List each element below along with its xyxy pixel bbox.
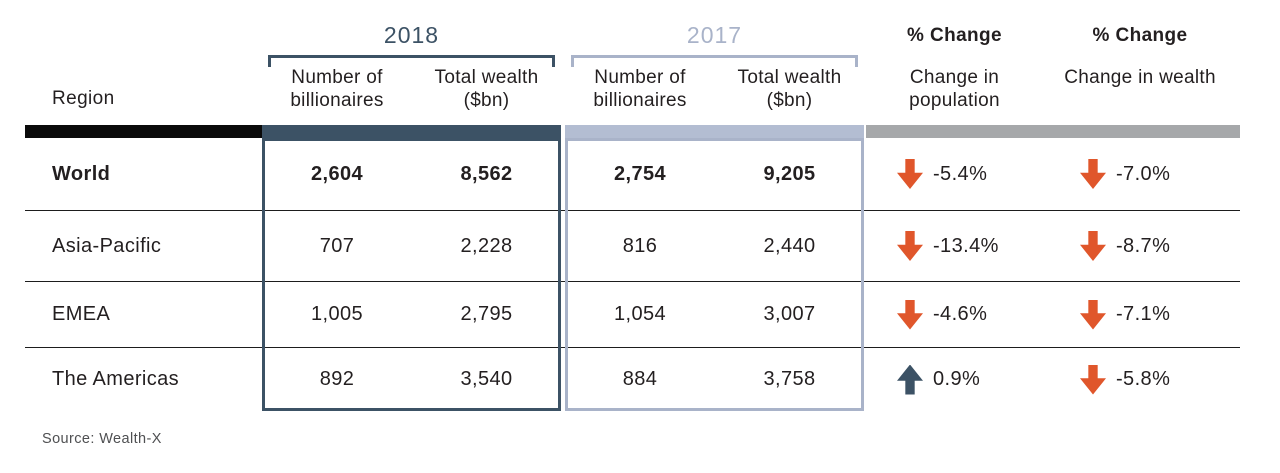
source-attribution: Source: Wealth-X (42, 431, 162, 447)
table-row-the-americas: The Americas 892 3,540 884 3,758 0.9% -5… (25, 348, 1240, 411)
population-change-subtitle: Change in population (909, 67, 1000, 111)
wealth-change-arrow-icon (1080, 159, 1106, 189)
population-change-arrow-icon (897, 231, 923, 261)
wealth-change-value: -5.8% (1116, 368, 1171, 390)
billionaires-2018-cell: 1,005 (310, 303, 364, 325)
bar-gap (561, 125, 565, 138)
region-cell: Asia-Pacific (52, 234, 162, 257)
population-change-title: % Change (906, 25, 1003, 46)
wealth-change-arrow-icon (1080, 231, 1106, 261)
table-row-asia-pacific: Asia-Pacific 707 2,228 816 2,440 -13.4% … (25, 211, 1240, 282)
wealth-2017-cell: 9,205 (763, 162, 816, 185)
header-color-bar (25, 125, 1240, 138)
wealth-change-arrow-icon (1080, 299, 1106, 330)
wealth-2018-cell: 8,562 (460, 162, 513, 185)
wealth-change-cell: -8.7% (1040, 211, 1240, 281)
population-change-value: -4.6% (933, 303, 988, 325)
wealth-change-cell: -5.8% (1040, 348, 1240, 411)
billionaire-wealth-table: Region 2018 2017 Number of billionaires … (25, 0, 1240, 473)
wealth-2017-cell: 3,007 (763, 303, 816, 325)
population-change-arrow-icon (897, 299, 923, 330)
billionaires-2017-cell: 2,754 (613, 162, 667, 185)
wealth-change-cell: -7.1% (1040, 282, 1240, 347)
billionaires-2018-cell: 707 (319, 234, 355, 257)
header-billionaires-2018: Number of billionaires (290, 67, 384, 111)
region-cell: EMEA (52, 303, 111, 325)
region-bar-segment (25, 125, 262, 138)
wealth-change-arrow-icon (1080, 364, 1106, 395)
wealth-change-value: -7.1% (1116, 303, 1171, 325)
billionaires-2017-cell: 816 (622, 234, 658, 257)
wealth-2018-cell: 2,228 (460, 234, 513, 257)
region-column-header: Region (52, 88, 115, 109)
population-change-arrow-icon (897, 159, 923, 189)
bracket-2018 (268, 55, 555, 67)
table-row-world: World 2,604 8,562 2,754 9,205 -5.4% -7.0… (25, 138, 1240, 211)
billionaires-2018-cell: 892 (319, 368, 355, 390)
billionaires-2017-cell: 1,054 (613, 303, 667, 325)
bar-segment-2018 (262, 125, 561, 138)
wealth-2017-cell: 3,758 (763, 368, 816, 390)
population-change-value: 0.9% (933, 368, 981, 390)
bar-gap (864, 125, 866, 138)
bar-segment-2017 (565, 125, 864, 138)
year-2018-label: 2018 (383, 22, 440, 48)
wealth-2018-cell: 3,540 (460, 368, 513, 390)
wealth-change-cell: -7.0% (1040, 138, 1240, 210)
table-row-emea: EMEA 1,005 2,795 1,054 3,007 -4.6% -7.1% (25, 282, 1240, 348)
header-billionaires-2017: Number of billionaires (593, 67, 687, 111)
population-change-value: -5.4% (933, 162, 988, 185)
bar-segment-change (866, 125, 1240, 138)
header-wealth-2018: Total wealth ($bn) (434, 67, 539, 111)
bracket-2017 (571, 55, 858, 67)
billionaires-2018-cell: 2,604 (310, 162, 364, 185)
population-change-value: -13.4% (933, 234, 999, 257)
region-cell: World (52, 162, 111, 185)
wealth-change-title: % Change (1092, 25, 1188, 46)
population-change-cell: -4.6% (869, 282, 1040, 347)
table-body: World 2,604 8,562 2,754 9,205 -5.4% -7.0… (25, 138, 1240, 411)
wealth-change-value: -8.7% (1116, 234, 1171, 257)
header-wealth-2017: Total wealth ($bn) (737, 67, 842, 111)
region-cell: The Americas (52, 368, 180, 390)
wealth-2017-cell: 2,440 (763, 234, 816, 257)
population-change-cell: -5.4% (869, 138, 1040, 210)
billionaires-2017-cell: 884 (622, 368, 658, 390)
wealth-change-value: -7.0% (1116, 162, 1171, 185)
population-change-cell: 0.9% (869, 348, 1040, 411)
wealth-change-subtitle: Change in wealth (1064, 67, 1216, 88)
wealth-2018-cell: 2,795 (460, 303, 513, 325)
year-2017-label: 2017 (686, 22, 743, 48)
population-change-arrow-icon (897, 364, 923, 395)
population-change-cell: -13.4% (869, 211, 1040, 281)
